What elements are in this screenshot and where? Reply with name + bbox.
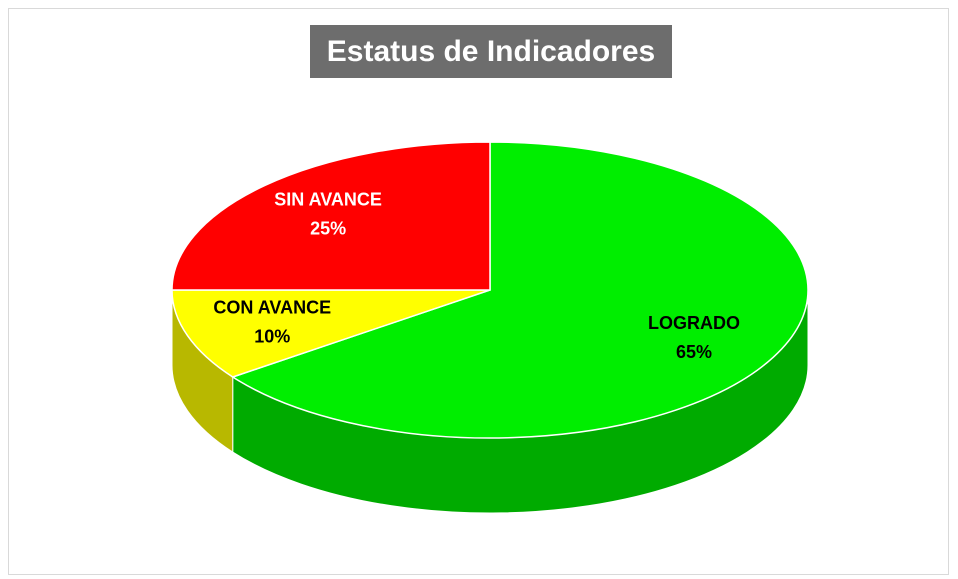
chart-title: Estatus de Indicadores — [327, 35, 655, 68]
slice — [171, 141, 491, 291]
slice-label: SIN AVANCE — [274, 189, 382, 209]
slice-value-label: 10% — [254, 327, 290, 347]
slice — [171, 289, 491, 378]
slice — [231, 141, 809, 439]
title-box — [310, 25, 672, 78]
slice-label: LOGRADO — [648, 313, 740, 333]
slice-value-label: 65% — [676, 342, 712, 362]
slice-value-label: 25% — [310, 218, 346, 238]
slice-label: CON AVANCE — [213, 298, 331, 318]
